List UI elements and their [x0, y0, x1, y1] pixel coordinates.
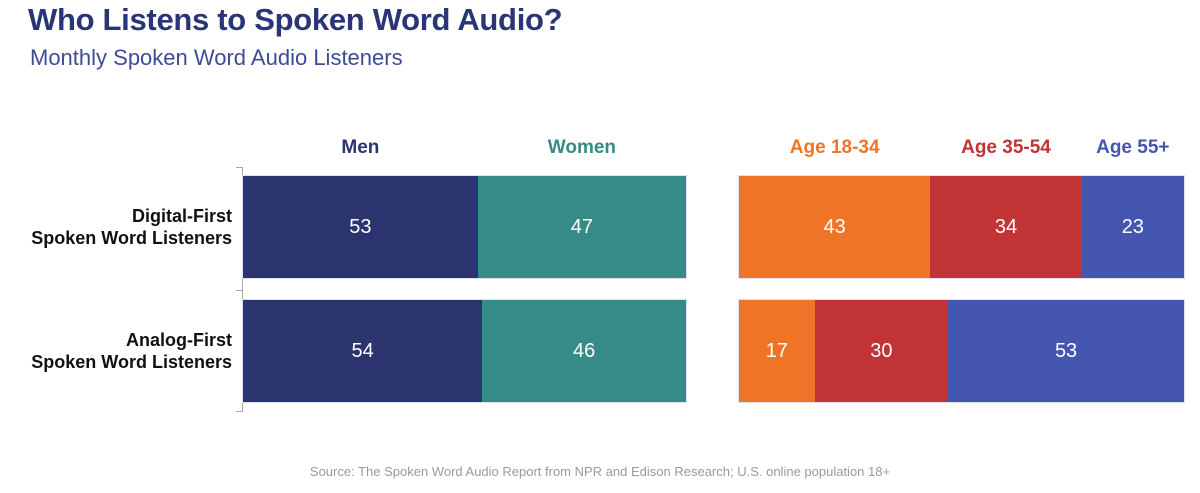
axis-tick-top: [236, 167, 242, 168]
row-label-line1: Digital-First: [131, 206, 232, 226]
gender-bar-digital-first: 53 47: [243, 176, 686, 278]
legend-label-age-35-54: Age 35-54: [961, 137, 1051, 158]
legend-label-women: Women: [547, 137, 617, 158]
bar-segment-age-35-54: 34: [930, 176, 1082, 278]
age-legend: Age 18-34 Age 35-54 Age 55+: [739, 131, 1184, 159]
bar-segment-age-55: 53: [948, 300, 1184, 402]
gender-legend: Men Women: [243, 131, 686, 159]
row-label-analog-first: Analog-First Spoken Word Listeners: [31, 329, 232, 373]
bar-value-label: 53: [349, 215, 372, 238]
age-panel: Age 18-34 Age 35-54 Age 55+ 43 34 23 17 30 53: [739, 137, 1184, 402]
bar-segment-age-18-34: 43: [739, 176, 931, 278]
age-bar-digital-first: 43 34 23: [739, 176, 1184, 278]
legend-label-age-55: Age 55+: [1096, 137, 1170, 158]
bar-value-label: 23: [1121, 215, 1144, 238]
bar-segment-age-18-34: 17: [739, 300, 815, 402]
legend-label-age-18-34: Age 18-34: [789, 137, 880, 158]
age-bar-analog-first: 17 30 53: [739, 300, 1184, 402]
bar-segment-men: 53: [243, 176, 478, 278]
bar-value-label: 43: [823, 215, 846, 238]
bar-value-label: 53: [1054, 339, 1078, 362]
category-axis: [236, 167, 243, 412]
page-title: Who Listens to Spoken Word Audio?: [28, 2, 563, 37]
gender-bar-analog-first: 54 46: [243, 300, 686, 402]
bar-segment-men: 54: [243, 300, 483, 402]
row-label-line1: Analog-First: [126, 330, 232, 350]
bar-value-label: 30: [870, 339, 893, 362]
bar-segment-women: 46: [482, 300, 686, 402]
page-subtitle: Monthly Spoken Word Audio Listeners: [30, 45, 403, 70]
axis-tick-middle: [236, 289, 242, 291]
source-note: Source: The Spoken Word Audio Report fro…: [309, 464, 891, 479]
axis-tick-bottom: [236, 411, 242, 412]
bar-segment-age-55: 23: [1081, 176, 1184, 278]
row-label-line2: Spoken Word Listeners: [31, 352, 232, 372]
bar-value-label: 54: [351, 339, 374, 362]
bar-value-label: 34: [994, 215, 1018, 238]
legend-label-men: Men: [341, 137, 380, 158]
bar-value-label: 47: [570, 215, 593, 238]
bar-segment-women: 47: [477, 176, 686, 278]
gender-panel: Men Women 53 47 54 46: [243, 137, 686, 402]
bar-segment-age-35-54: 30: [814, 300, 949, 402]
bar-value-label: 17: [765, 339, 788, 362]
row-label-line2: Spoken Word Listeners: [31, 228, 232, 248]
row-label-digital-first: Digital-First Spoken Word Listeners: [31, 205, 232, 249]
bar-value-label: 46: [572, 339, 596, 362]
